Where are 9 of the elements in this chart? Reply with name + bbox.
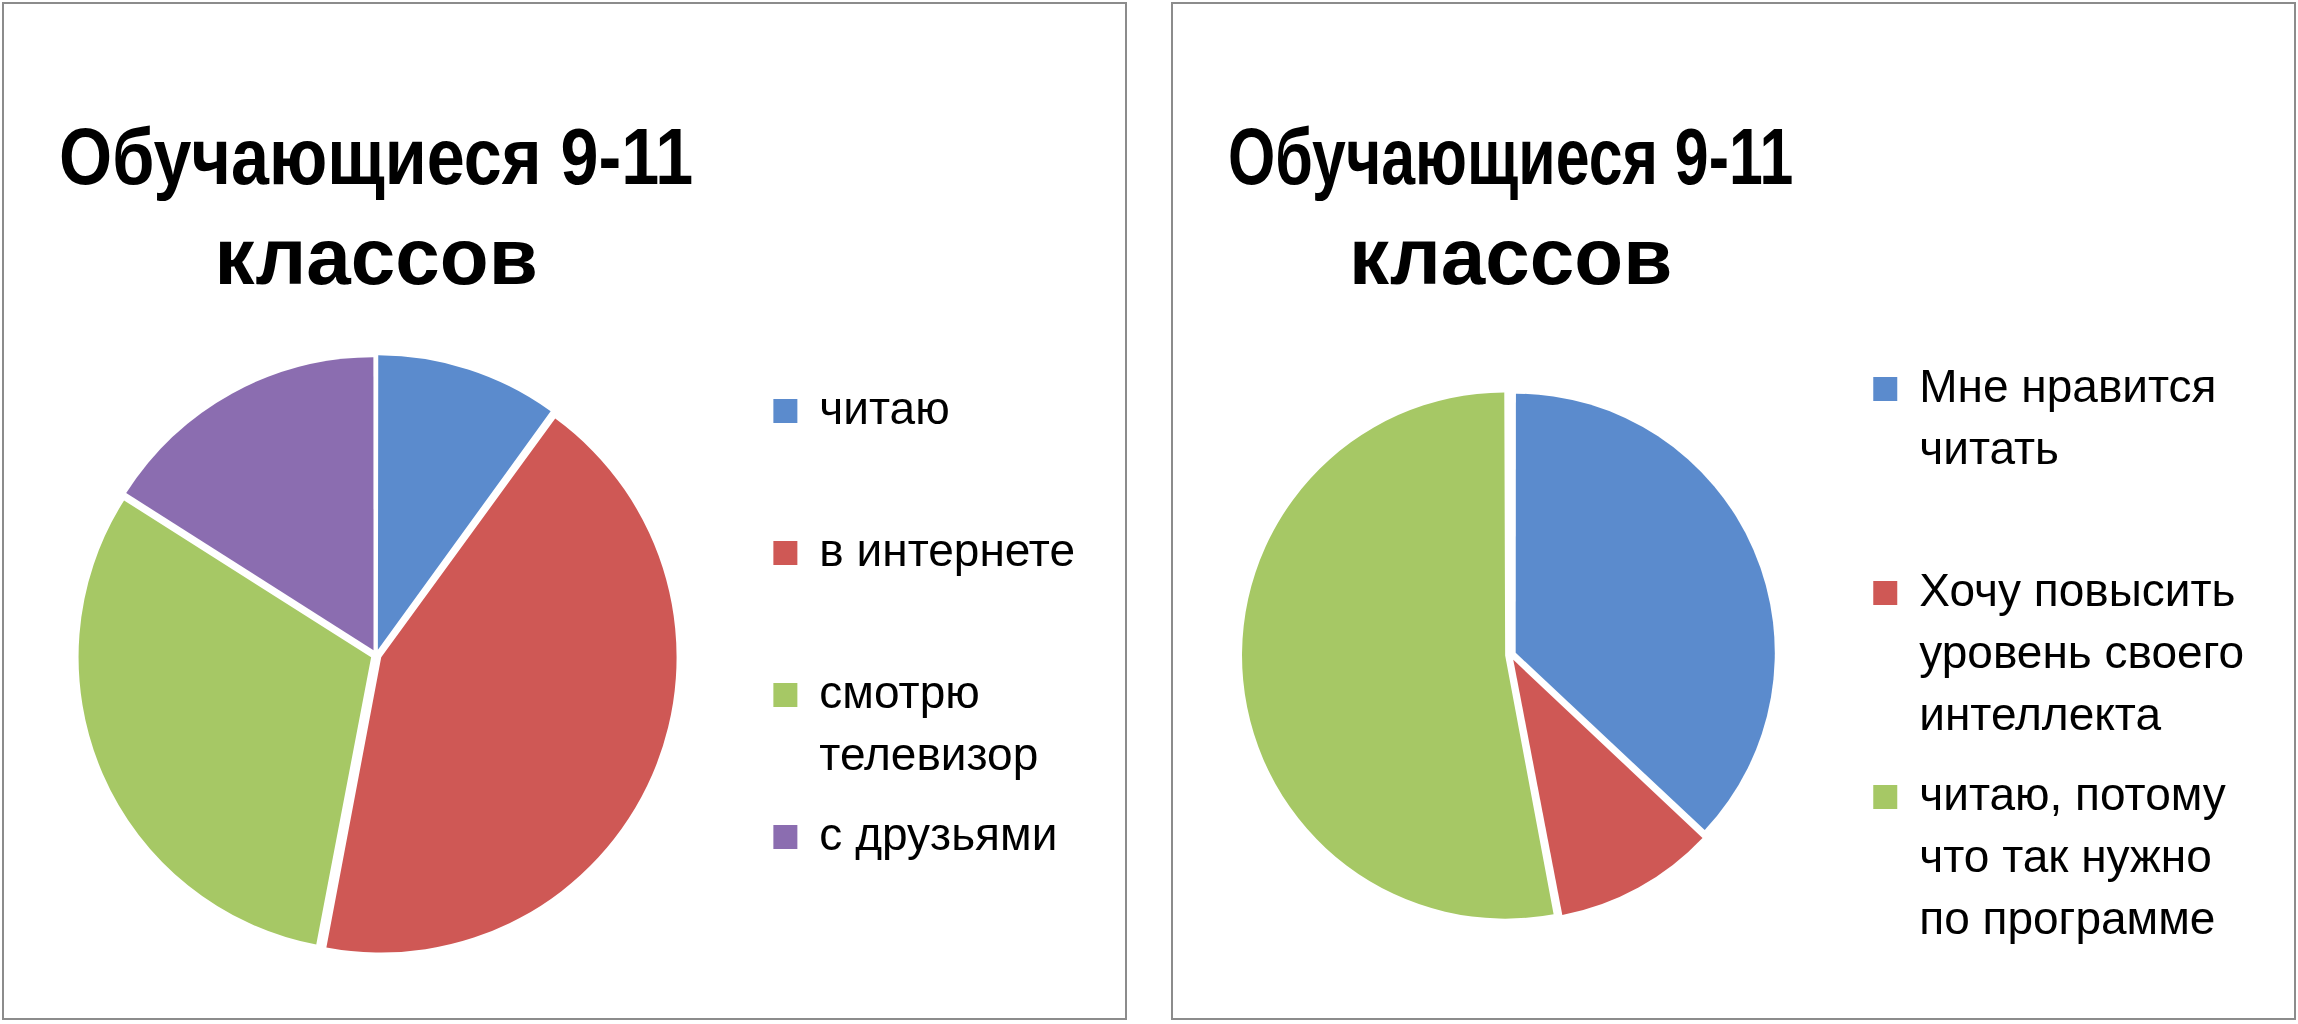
legend-label: читаю [819, 381, 950, 434]
legend-label: Хочу повысить уровень своего интеллекта [1919, 563, 2245, 740]
legend-label: в интернете [819, 523, 1076, 576]
chart-title: Обучающиеся 9-11 классов [1228, 112, 1794, 302]
legend-label: читаю, потому что так нужно по программе [1919, 767, 2226, 944]
chart-title: Обучающиеся 9-11 классов [59, 111, 694, 302]
legend-label: смотрю телевизор [819, 665, 1039, 780]
legend-label: с друзьями [819, 807, 1058, 860]
legend-label: Мне нравится читать [1919, 359, 2217, 474]
